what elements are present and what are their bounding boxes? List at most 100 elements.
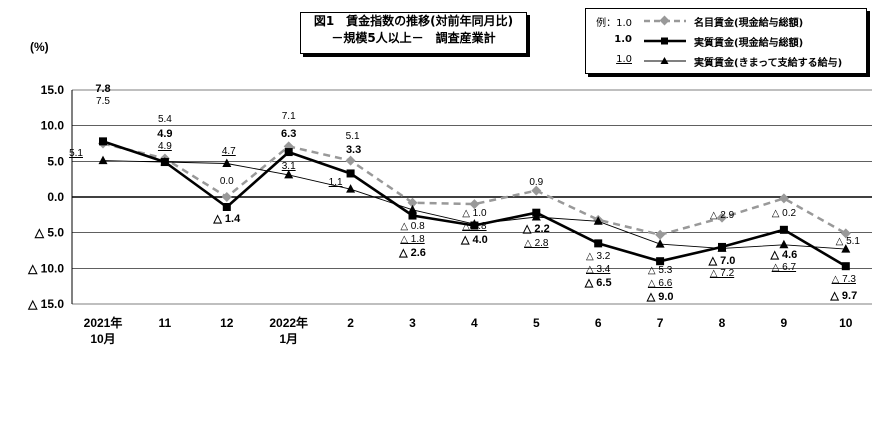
x-tick-label: 2021年: [84, 315, 123, 330]
point-real-total: [160, 158, 169, 167]
data-label-real-regular: △ 2.8: [524, 238, 549, 249]
legend-example-nominal: 例：1.0: [596, 18, 632, 29]
data-label-real-total: △ 9.0: [646, 291, 674, 303]
x-tick-label: 12: [220, 316, 234, 330]
point-real-regular: [655, 239, 665, 248]
point-real-regular: [593, 216, 603, 225]
legend-example-real-regular: 1.0: [616, 54, 632, 65]
data-label-real-total: △ 4.6: [769, 249, 797, 261]
legend-item-nominal: 例：1.0 名目賃金(現金給与総額): [586, 11, 866, 31]
y-axis-label: (%): [30, 40, 49, 54]
chart-title-line2: －規模5人以上－ 調査産業計: [331, 31, 496, 45]
x-tick-label: 5: [533, 316, 540, 330]
data-label-real-total: 7.8: [95, 83, 110, 95]
data-label-nominal: △ 0.2: [772, 208, 797, 219]
x-tick-label: 3: [409, 316, 416, 330]
data-label-nominal: 0.0: [220, 176, 234, 187]
chart-title-line1: 図1 賃金指数の推移(対前年同月比): [313, 14, 514, 28]
y-axis-ticks: 15.0 10.0 5.0 0.0 △ 5.0 △ 10.0 △ 15.0: [27, 83, 64, 311]
x-tick-label: 10月: [90, 332, 115, 346]
point-real-regular: [284, 169, 294, 179]
point-real-regular: [346, 184, 356, 193]
point-nominal: [840, 228, 851, 239]
data-label-real-regular: △ 6.7: [772, 262, 797, 273]
legend-swatch-real-total: [644, 37, 686, 45]
data-label-real-total: △ 7.0: [708, 255, 736, 267]
data-label-real-total: △ 1.4: [212, 213, 241, 225]
point-real-total: [718, 242, 726, 251]
legend-label-real-regular: 実質賃金(きまって支給する給与): [694, 58, 843, 69]
series-lines: [98, 137, 851, 271]
legend-item-real-regular: 1.0 実質賃金(きまって支給する給与): [586, 51, 866, 71]
data-label-real-total: △ 2.2: [522, 223, 550, 235]
data-label-real-total: △ 6.5: [584, 277, 612, 289]
x-tick-label: 4: [471, 316, 478, 330]
point-nominal: [531, 185, 542, 196]
data-label-nominal: △ 0.8: [400, 221, 425, 232]
point-real-regular: [779, 239, 789, 249]
data-label-nominal: 7.5: [96, 96, 110, 107]
x-tick-label: 11: [159, 316, 172, 330]
data-label-nominal: △ 2.9: [710, 210, 735, 221]
point-real-total: [222, 202, 231, 211]
x-tick-label: 8: [719, 316, 726, 330]
data-label-nominal: △ 5.1: [836, 236, 861, 247]
point-nominal: [407, 197, 418, 208]
point-nominal: [345, 155, 356, 166]
point-nominal: [469, 199, 480, 210]
data-label-nominal: 7.1: [282, 111, 296, 122]
x-tick-label: 1月: [279, 332, 298, 346]
data-label-nominal: 5.1: [346, 131, 360, 142]
data-label-real-regular: △ 3.4: [586, 264, 611, 275]
legend-swatch-nominal: [644, 15, 686, 26]
point-real-total: [841, 262, 850, 271]
point-real-regular: [408, 204, 417, 214]
point-real-total: [470, 221, 479, 230]
data-label-real-regular: 4.7: [222, 146, 236, 157]
point-real-total: [532, 208, 541, 217]
data-label-real-total: 3.3: [346, 144, 361, 156]
y-tick-label: 10.0: [41, 119, 65, 133]
data-label-nominal: △ 3.2: [586, 251, 611, 262]
y-tick-label: △ 15.0: [27, 297, 64, 311]
data-label-real-total: 6.3: [281, 128, 296, 140]
data-label-nominal: △ 5.3: [648, 265, 673, 276]
point-real-total: [99, 137, 107, 146]
x-tick-label: 10: [839, 316, 853, 330]
data-label-real-regular: 4.9: [158, 141, 172, 152]
point-nominal: [221, 192, 232, 202]
legend-swatch-real-regular: [644, 57, 686, 64]
x-tick-label: 9: [781, 316, 788, 330]
data-label-real-regular: 3.1: [282, 161, 296, 172]
legend-example-real-total: 1.0: [614, 34, 632, 45]
data-label-real-regular: △ 1.8: [400, 234, 425, 245]
legend: 例：1.0 名目賃金(現金給与総額) 1.0 実質賃金(現金給与総額) 1.0 …: [585, 8, 867, 74]
legend-label-real-total: 実質賃金(現金給与総額): [694, 38, 804, 49]
data-label-nominal: △ 1.0: [462, 208, 487, 219]
x-tick-label: 6: [595, 316, 602, 330]
point-real-total: [408, 211, 417, 220]
x-tick-label: 2022年: [269, 315, 308, 330]
point-real-total: [779, 225, 788, 234]
data-label-real-regular: 5.1: [69, 148, 83, 159]
data-label-real-regular: △ 7.2: [710, 268, 735, 279]
legend-item-real-total: 1.0 実質賃金(現金給与総額): [586, 31, 866, 51]
data-label-real-regular: 1.1: [329, 177, 343, 188]
point-real-total: [346, 169, 355, 178]
y-tick-label: △ 10.0: [27, 261, 64, 275]
data-label-real-total: △ 2.6: [398, 247, 426, 259]
y-tick-label: 0.0: [47, 190, 64, 204]
grid-lines: [71, 89, 872, 305]
legend-label-nominal: 名目賃金(現金給与総額): [694, 18, 804, 29]
point-real-regular: [98, 155, 108, 165]
point-real-regular: [222, 158, 232, 167]
x-axis-ticks: 2021年 10月 11 12 2022年 1月 2 3 4 5 6 7 8 9 10: [84, 315, 853, 346]
y-tick-label: 5.0: [47, 154, 64, 168]
y-tick-label: 15.0: [41, 83, 65, 97]
point-nominal: [717, 212, 727, 223]
data-label-real-total: △ 9.7: [829, 290, 857, 302]
data-label-real-regular: △ 3.8: [462, 221, 487, 232]
point-nominal: [655, 229, 666, 240]
chart-title: 図1 賃金指数の推移(対前年同月比) －規模5人以上－ 調査産業計: [300, 12, 527, 54]
data-label-real-total: △ 4.0: [460, 234, 488, 246]
